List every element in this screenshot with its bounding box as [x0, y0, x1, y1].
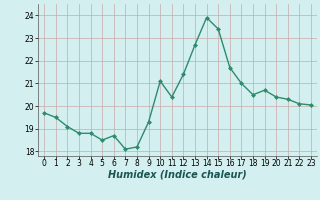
X-axis label: Humidex (Indice chaleur): Humidex (Indice chaleur) — [108, 169, 247, 179]
